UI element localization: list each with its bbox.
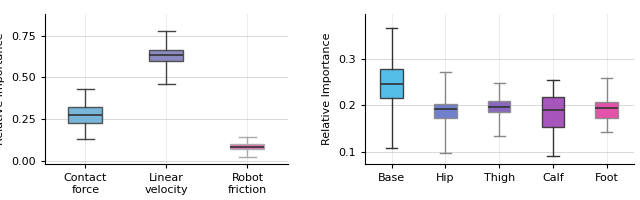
PathPatch shape	[68, 107, 102, 123]
Y-axis label: Relative Importance: Relative Importance	[0, 33, 6, 145]
PathPatch shape	[380, 69, 403, 98]
PathPatch shape	[595, 102, 618, 118]
Y-axis label: Relative Importance: Relative Importance	[323, 33, 332, 145]
PathPatch shape	[149, 50, 184, 62]
PathPatch shape	[488, 101, 511, 112]
PathPatch shape	[230, 144, 264, 149]
PathPatch shape	[541, 97, 564, 127]
PathPatch shape	[434, 104, 457, 118]
